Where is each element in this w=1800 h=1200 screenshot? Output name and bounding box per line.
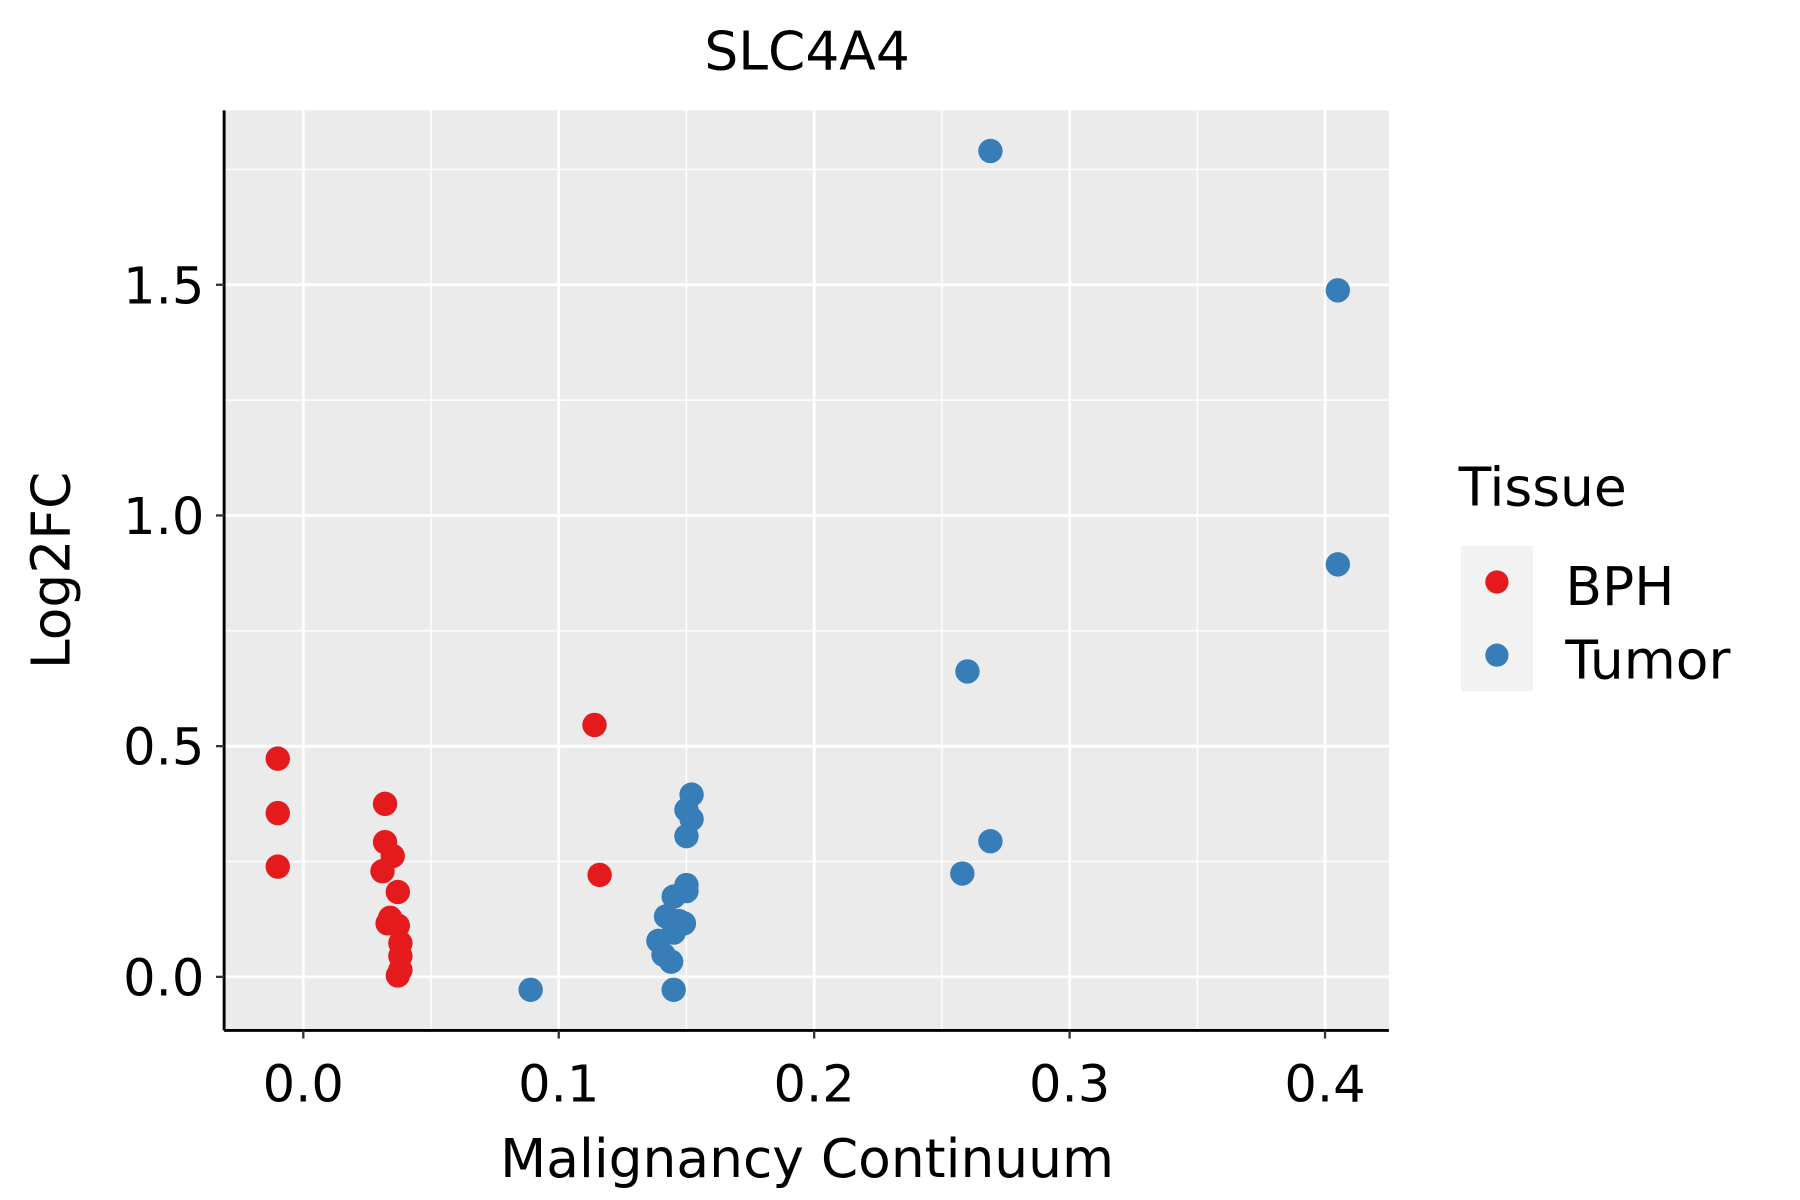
legend-title: Tissue <box>1458 455 1627 518</box>
data-point-bph <box>265 746 290 771</box>
data-point-bph <box>385 879 411 905</box>
x-tick-label: 0.0 <box>263 1055 344 1114</box>
x-tick-label: 0.1 <box>518 1055 599 1114</box>
data-point-bph <box>587 862 612 888</box>
data-point-bph <box>385 963 411 988</box>
x-tick-label: 0.4 <box>1284 1055 1365 1114</box>
legend-key-bph <box>1485 570 1509 594</box>
chart-title: SLC4A4 <box>704 20 909 83</box>
legend-label-bph: BPH <box>1565 555 1674 618</box>
legend-key-background <box>1460 545 1533 692</box>
data-point-tumor <box>978 829 1003 854</box>
data-point-tumor <box>661 977 686 1002</box>
x-axis-label: Malignancy Continuum <box>500 1127 1114 1190</box>
y-tick-label: 0.5 <box>123 719 204 778</box>
data-point-tumor <box>978 138 1003 164</box>
data-point-tumor <box>658 949 684 974</box>
y-tick-label: 1.5 <box>123 257 204 316</box>
data-point-tumor <box>518 977 543 1002</box>
data-point-bph <box>265 854 290 879</box>
data-point-tumor <box>950 861 975 886</box>
data-point-bph <box>582 712 607 738</box>
data-point-tumor <box>1325 278 1351 303</box>
data-point-bph <box>265 800 290 826</box>
data-point-tumor <box>955 659 980 684</box>
x-tick-label: 0.3 <box>1029 1055 1110 1114</box>
legend: Tissue BPH Tumor <box>1458 455 1731 691</box>
legend-key-tumor <box>1485 643 1509 667</box>
plot-panel <box>224 110 1389 1031</box>
data-point-bph <box>370 859 395 884</box>
grid-lines <box>224 110 1389 1031</box>
data-point-tumor <box>661 884 686 909</box>
legend-label-tumor: Tumor <box>1564 628 1730 691</box>
data-point-tumor <box>674 823 699 849</box>
y-ticks: 0.0 0.5 1.0 1.5 <box>123 257 225 1008</box>
y-axis-label: Log2FC <box>20 472 83 669</box>
y-tick-label: 0.0 <box>123 949 204 1008</box>
x-ticks: 0.0 0.1 0.2 0.3 0.4 <box>263 1030 1366 1114</box>
y-tick-label: 1.0 <box>123 488 204 547</box>
data-point-tumor <box>1325 552 1351 577</box>
data-point-bph <box>372 791 398 817</box>
x-tick-label: 0.2 <box>774 1055 855 1114</box>
data-points <box>265 138 1351 1002</box>
